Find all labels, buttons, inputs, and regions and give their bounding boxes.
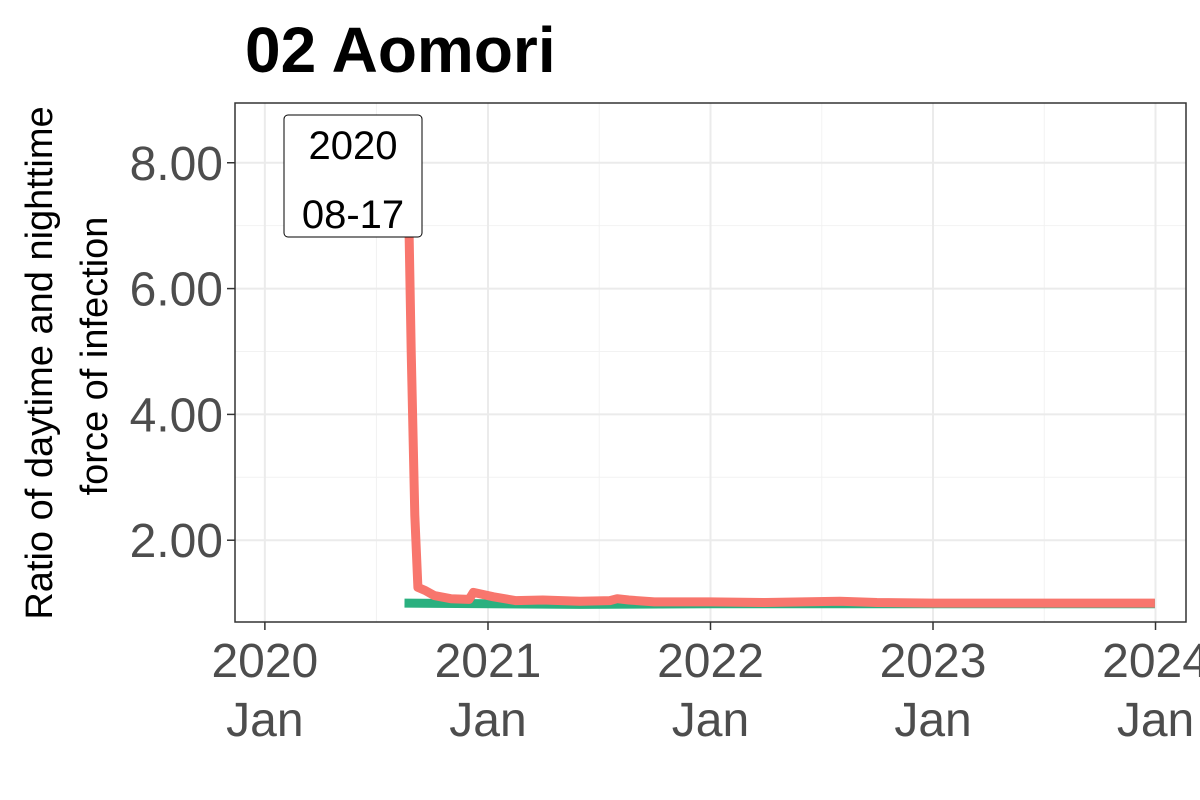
x-tick-label-year: 2020 <box>211 635 318 688</box>
x-tick-label-year: 2023 <box>880 635 987 688</box>
y-tick-label: 2.00 <box>130 515 223 568</box>
x-tick-label-year: 2024 <box>1102 635 1200 688</box>
series-layer <box>400 124 1155 609</box>
y-axis-label-line-1: Ratio of daytime and nighttime <box>19 106 61 619</box>
x-tick-label-month: Jan <box>226 694 303 747</box>
x-tick-label-year: 2021 <box>435 635 542 688</box>
annotation-layer: 2020 08-17 <box>283 114 423 238</box>
peak-date-label-day: 08-17 <box>302 193 404 237</box>
x-tick-label-month: Jan <box>449 694 526 747</box>
y-axis-label: Ratio of daytime and nighttime force of … <box>19 106 116 619</box>
peak-date-label-box <box>283 114 423 238</box>
x-tick-label-month: Jan <box>894 694 971 747</box>
chart-title: 02 Aomori <box>245 14 556 86</box>
axes: 2.00 4.00 6.00 8.00 2020 Jan 2021 Jan 2022 Jan 202… <box>130 138 1200 747</box>
y-tick-label: 6.00 <box>130 264 223 317</box>
x-tick-label-month: Jan <box>672 694 749 747</box>
y-axis-label-line-2: force of infection <box>74 217 116 496</box>
y-tick-label: 4.00 <box>130 389 223 442</box>
y-tick-label: 8.00 <box>130 138 223 191</box>
series-line-1 <box>400 124 1155 608</box>
peak-date-label-year: 2020 <box>309 124 398 168</box>
x-tick-label-year: 2022 <box>657 635 764 688</box>
x-tick-label-month: Jan <box>1117 694 1194 747</box>
